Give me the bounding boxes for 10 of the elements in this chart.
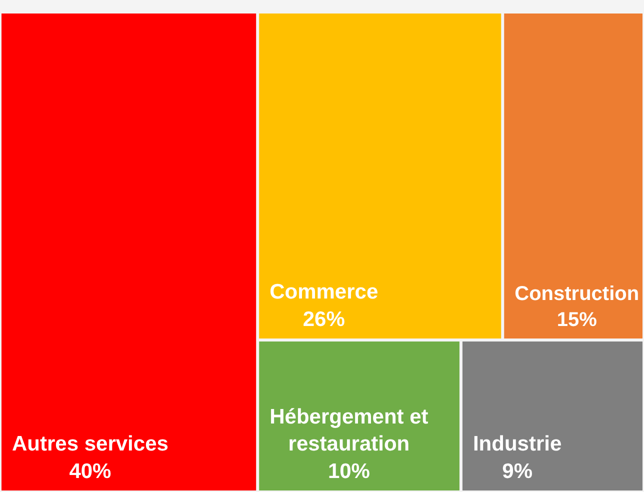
data-label: 9% <box>502 460 533 483</box>
category-label: Commerce <box>270 280 378 304</box>
category-label: Construction <box>514 283 640 305</box>
category-label: Hébergement et restauration <box>270 405 428 456</box>
category-label: Autres services <box>12 432 168 456</box>
data-label: 40% <box>69 460 112 483</box>
data-label: 26% <box>302 308 346 331</box>
category-label: Industrie <box>472 432 562 456</box>
data-label: 15% <box>556 309 598 331</box>
data-label: 10% <box>328 460 370 483</box>
